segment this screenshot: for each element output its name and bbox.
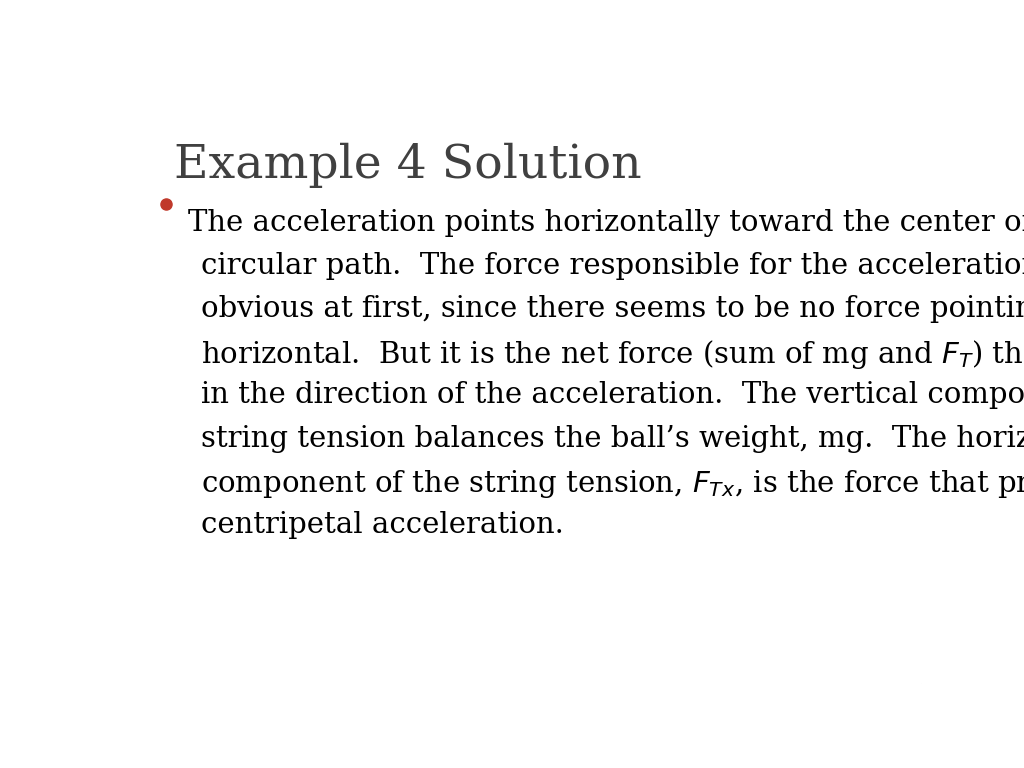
Text: horizontal.  But it is the net force (sum of mg and $F_{T}$) that must point: horizontal. But it is the net force (sum… [201, 338, 1024, 371]
Text: circular path.  The force responsible for the acceleration may not be: circular path. The force responsible for… [201, 252, 1024, 280]
Text: obvious at first, since there seems to be no force pointing directly: obvious at first, since there seems to b… [201, 295, 1024, 323]
Text: string tension balances the ball’s weight, mg.  The horizontal: string tension balances the ball’s weigh… [201, 425, 1024, 452]
Text: component of the string tension, $F_{Tx}$, is the force that produces the: component of the string tension, $F_{Tx}… [201, 468, 1024, 500]
FancyBboxPatch shape [123, 88, 927, 687]
Text: The acceleration points horizontally toward the center of the ball’s: The acceleration points horizontally tow… [187, 209, 1024, 237]
Text: Example 4 Solution: Example 4 Solution [174, 142, 642, 187]
Text: centripetal acceleration.: centripetal acceleration. [201, 511, 564, 539]
Text: in the direction of the acceleration.  The vertical component of the: in the direction of the acceleration. Th… [201, 382, 1024, 409]
